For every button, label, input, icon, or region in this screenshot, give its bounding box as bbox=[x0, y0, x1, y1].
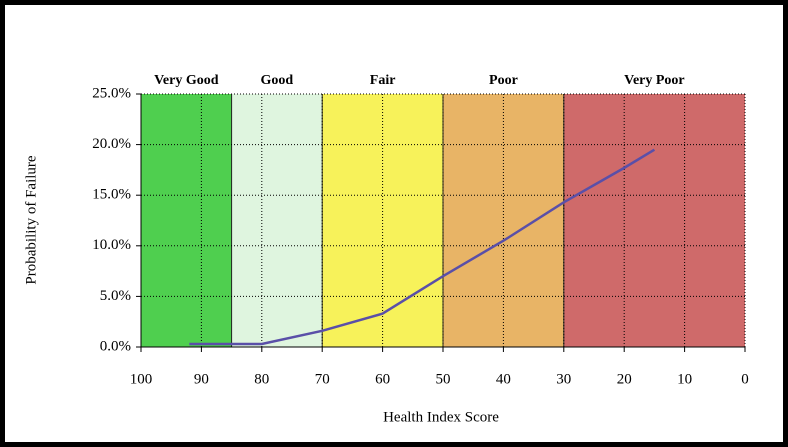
y-tick-label: 0.0% bbox=[100, 338, 131, 354]
x-tick-label: 40 bbox=[496, 371, 511, 387]
band-label: Poor bbox=[489, 73, 518, 88]
x-tick-label: 90 bbox=[194, 371, 209, 387]
y-tick-label: 15.0% bbox=[92, 187, 131, 203]
x-tick-label: 0 bbox=[741, 371, 749, 387]
y-axis-label: Probability of Failure bbox=[23, 155, 39, 284]
band-label: Very Poor bbox=[624, 73, 685, 88]
band bbox=[563, 94, 745, 347]
x-tick-label: 50 bbox=[436, 371, 451, 387]
y-tick-label: 20.0% bbox=[92, 136, 131, 152]
y-tick-label: 10.0% bbox=[92, 237, 131, 253]
y-tick-label: 5.0% bbox=[100, 288, 131, 304]
band-label: Very Good bbox=[154, 73, 219, 88]
band-label: Good bbox=[261, 73, 294, 88]
x-tick-label: 80 bbox=[254, 371, 269, 387]
x-tick-label: 30 bbox=[556, 371, 571, 387]
band bbox=[141, 94, 232, 347]
x-tick-label: 100 bbox=[130, 371, 153, 387]
x-tick-label: 20 bbox=[617, 371, 632, 387]
y-tick-label: 25.0% bbox=[92, 85, 131, 101]
curve bbox=[189, 148, 656, 346]
band-label: Fair bbox=[370, 73, 396, 88]
x-tick-label: 10 bbox=[677, 371, 692, 387]
x-tick-label: 70 bbox=[315, 371, 330, 387]
band bbox=[231, 94, 323, 347]
x-axis-label: Health Index Score bbox=[383, 409, 499, 425]
x-tick-label: 60 bbox=[375, 371, 390, 387]
